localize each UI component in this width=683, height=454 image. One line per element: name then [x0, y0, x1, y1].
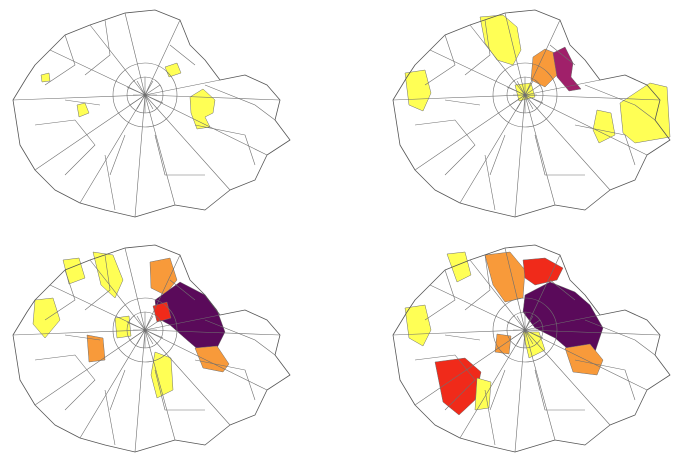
map-panel [392, 244, 671, 453]
map-panel [12, 244, 291, 453]
map-panel [392, 9, 671, 218]
map-panel [12, 9, 291, 218]
